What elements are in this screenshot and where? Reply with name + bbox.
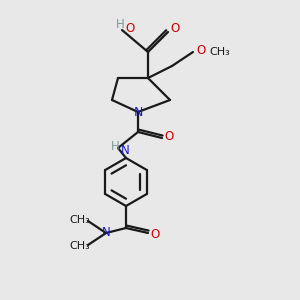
Text: O: O: [164, 130, 174, 142]
Text: N: N: [102, 226, 110, 239]
Text: CH₃: CH₃: [70, 215, 90, 225]
Text: O: O: [196, 44, 205, 58]
Text: CH₃: CH₃: [70, 241, 90, 251]
Text: O: O: [150, 229, 160, 242]
Text: CH₃: CH₃: [209, 47, 230, 57]
Text: N: N: [121, 143, 129, 157]
Text: N: N: [133, 106, 143, 118]
Text: H: H: [116, 19, 124, 32]
Text: H: H: [111, 140, 119, 152]
Text: O: O: [170, 22, 180, 34]
Text: O: O: [125, 22, 135, 34]
